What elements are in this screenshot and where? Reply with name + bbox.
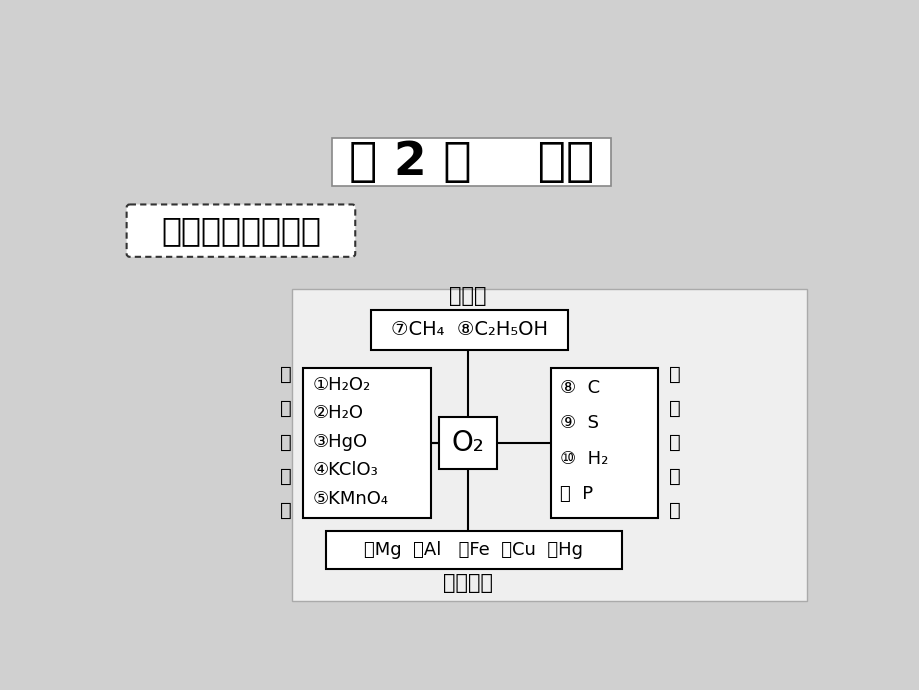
Text: ①H₂O₂: ①H₂O₂	[312, 375, 370, 393]
Bar	[370, 310, 568, 350]
FancyBboxPatch shape	[127, 204, 355, 257]
Bar	[550, 368, 657, 518]
Text: ⑤KMnO₄: ⑤KMnO₄	[312, 490, 388, 508]
Text: ④KClO₃: ④KClO₃	[312, 461, 378, 479]
Bar	[438, 417, 496, 469]
Text: ②H₂O: ②H₂O	[312, 404, 363, 422]
Bar	[325, 531, 621, 569]
Text: ⑪  P: ⑪ P	[560, 485, 593, 503]
Text: ⑨  S: ⑨ S	[560, 414, 598, 432]
Bar	[332, 138, 610, 186]
Text: O₂: O₂	[450, 429, 483, 457]
Text: 化学方程式大检阅: 化学方程式大检阅	[161, 214, 321, 247]
Bar	[291, 289, 806, 601]
Text: ③HgO: ③HgO	[312, 433, 368, 451]
Text: ⑩  H₂: ⑩ H₂	[560, 450, 607, 468]
Bar	[303, 368, 431, 518]
Text: ⑫Mg  ⑬Al   ⑭Fe  ⑮Cu  ⑯Hg: ⑫Mg ⑬Al ⑭Fe ⑮Cu ⑯Hg	[364, 541, 583, 559]
Text: 第 2 讲    氧气: 第 2 讲 氧气	[348, 139, 594, 185]
Text: ⑧  C: ⑧ C	[560, 379, 599, 397]
Text: 有机物: 有机物	[448, 286, 486, 306]
Text: 金属单质: 金属单质	[442, 573, 492, 593]
Text: 非
金
属
单
质: 非 金 属 单 质	[668, 365, 680, 520]
Text: ⑦CH₄  ⑧C₂H₅OH: ⑦CH₄ ⑧C₂H₅OH	[391, 320, 548, 339]
Text: 氧
气
的
制
取: 氧 气 的 制 取	[280, 365, 292, 520]
